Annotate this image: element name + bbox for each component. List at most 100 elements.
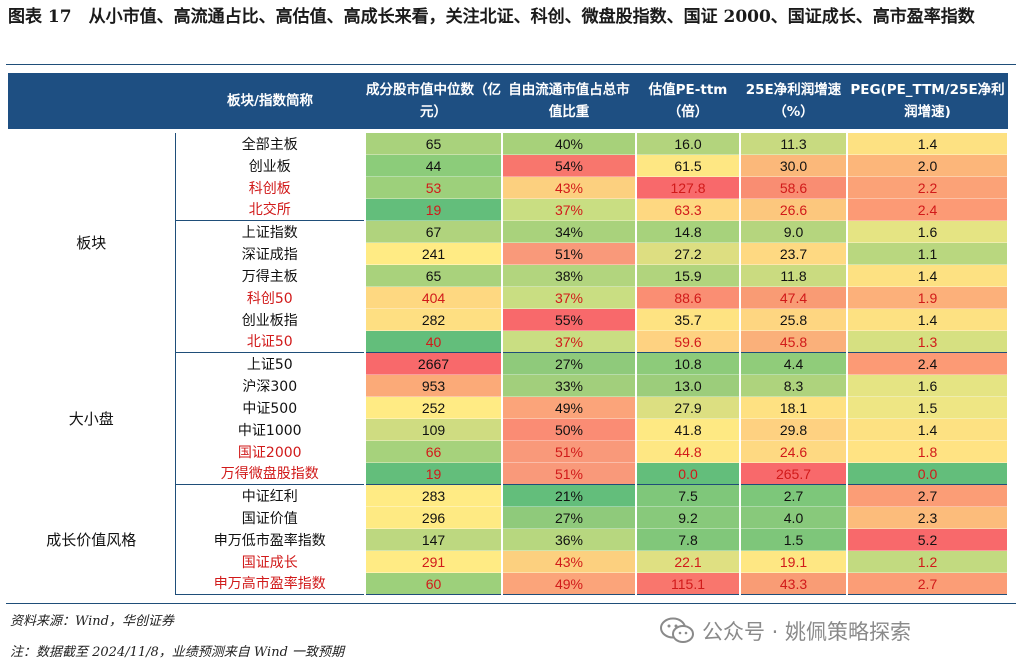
cell-float: 34% xyxy=(502,220,637,243)
cell-float: 55% xyxy=(502,308,637,331)
cell-pe: 14.8 xyxy=(636,220,741,243)
cell-peg: 2.7 xyxy=(847,484,1009,507)
table-row: 中证500 252 49% 27.9 18.1 1.5 xyxy=(8,396,1009,419)
group-label: 板块 xyxy=(8,131,176,353)
index-comparison-table: 板块/指数简称 成分股市值中位数（亿元） 自由流通市值占总市值比重 估值PE-t… xyxy=(8,73,1009,595)
table-row: 沪深300 953 33% 13.0 8.3 1.6 xyxy=(8,374,1009,397)
table-row: 上证指数 67 34% 14.8 9.0 1.6 xyxy=(8,220,1009,243)
table-row: 万得主板 65 38% 15.9 11.8 1.4 xyxy=(8,264,1009,287)
cell-peg: 1.3 xyxy=(847,330,1009,353)
cell-pe: 27.9 xyxy=(636,396,741,419)
cell-peg: 2.3 xyxy=(847,506,1009,529)
table-row: 北交所 19 37% 63.3 26.6 2.4 xyxy=(8,198,1009,221)
cell-mcap: 109 xyxy=(365,418,503,441)
index-name: 万得微盘股指数 xyxy=(175,462,366,485)
cell-mcap: 65 xyxy=(365,131,503,155)
table-row: 创业板指 282 55% 35.7 25.8 1.4 xyxy=(8,308,1009,331)
source-note: 资料来源：Wind，华创证券 xyxy=(10,614,174,629)
watermark: 公众号 · 姚佩策略探索 xyxy=(660,616,911,646)
cell-pe: 22.1 xyxy=(636,550,741,573)
cell-pe: 59.6 xyxy=(636,330,741,353)
table-row: 国证成长 291 43% 22.1 19.1 1.2 xyxy=(8,550,1009,573)
index-name: 国证成长 xyxy=(175,550,366,573)
cell-pe: 127.8 xyxy=(636,176,741,199)
index-name: 创业板指 xyxy=(175,308,366,331)
table-body: 板块 全部主板 65 40% 16.0 11.3 1.4 创业板 44 54% 61.5 30.0 2.… xyxy=(8,131,1009,595)
index-name: 科创50 xyxy=(175,286,366,309)
cell-growth: 25.8 xyxy=(740,308,848,331)
cell-float: 27% xyxy=(502,506,637,529)
cell-growth: 45.8 xyxy=(740,330,848,353)
bottom-divider xyxy=(6,603,1016,604)
cell-peg: 2.0 xyxy=(847,154,1009,177)
index-name: 中证1000 xyxy=(175,418,366,441)
cell-growth: 29.8 xyxy=(740,418,848,441)
cell-peg: 1.4 xyxy=(847,418,1009,441)
cell-pe: 27.2 xyxy=(636,242,741,265)
cell-peg: 2.2 xyxy=(847,176,1009,199)
cell-float: 21% xyxy=(502,484,637,507)
table-row: 万得微盘股指数 19 51% 0.0 265.7 0.0 xyxy=(8,462,1009,485)
cell-mcap: 282 xyxy=(365,308,503,331)
cell-float: 49% xyxy=(502,572,637,595)
cell-growth: 4.0 xyxy=(740,506,848,529)
cell-mcap: 19 xyxy=(365,198,503,221)
cell-peg: 1.5 xyxy=(847,396,1009,419)
cell-growth: 43.3 xyxy=(740,572,848,595)
cell-mcap: 44 xyxy=(365,154,503,177)
index-name: 深证成指 xyxy=(175,242,366,265)
index-name: 中证500 xyxy=(175,396,366,419)
index-name: 国证价值 xyxy=(175,506,366,529)
cell-peg: 1.2 xyxy=(847,550,1009,573)
header-mcap: 成分股市值中位数（亿元） xyxy=(365,73,502,133)
cell-mcap: 296 xyxy=(365,506,503,529)
cell-float: 49% xyxy=(502,396,637,419)
table-row: 板块 全部主板 65 40% 16.0 11.3 1.4 xyxy=(8,131,1009,353)
cell-mcap: 60 xyxy=(365,572,503,595)
header-growth: 25E净利润增速（%） xyxy=(740,73,847,133)
cell-growth: 2.7 xyxy=(740,484,848,507)
index-name: 中证红利 xyxy=(175,484,366,507)
cell-growth: 23.7 xyxy=(740,242,848,265)
cell-float: 51% xyxy=(502,440,637,463)
cell-mcap: 241 xyxy=(365,242,503,265)
index-name: 全部主板 xyxy=(175,131,366,155)
cell-float: 54% xyxy=(502,154,637,177)
cell-peg: 1.6 xyxy=(847,374,1009,397)
watermark-text: 公众号 · 姚佩策略探索 xyxy=(702,620,912,644)
index-name: 上证50 xyxy=(175,352,366,375)
cell-pe: 0.0 xyxy=(636,462,741,485)
header-peg: PEG(PE_TTM/25E净利润增速) xyxy=(847,73,1008,133)
cell-peg: 2.4 xyxy=(847,198,1009,221)
cell-peg: 1.4 xyxy=(847,264,1009,287)
table-row: 国证价值 296 27% 9.2 4.0 2.3 xyxy=(8,506,1009,529)
index-name: 北证50 xyxy=(175,330,366,353)
cell-growth: 24.6 xyxy=(740,440,848,463)
cell-peg: 1.8 xyxy=(847,440,1009,463)
cell-mcap: 67 xyxy=(365,220,503,243)
cell-growth: 9.0 xyxy=(740,220,848,243)
cell-float: 43% xyxy=(502,176,637,199)
cell-float: 51% xyxy=(502,242,637,265)
cell-float: 37% xyxy=(502,286,637,309)
cell-pe: 13.0 xyxy=(636,374,741,397)
cell-mcap: 40 xyxy=(365,330,503,353)
index-name: 创业板 xyxy=(175,154,366,177)
cell-growth: 1.5 xyxy=(740,528,848,551)
cell-mcap: 66 xyxy=(365,440,503,463)
table-row: 北证50 40 37% 59.6 45.8 1.3 xyxy=(8,330,1009,353)
header-float: 自由流通市值占总市值比重 xyxy=(502,73,636,133)
cell-float: 27% xyxy=(502,352,637,375)
index-name: 沪深300 xyxy=(175,374,366,397)
cell-float: 37% xyxy=(502,330,637,353)
cell-peg: 1.4 xyxy=(847,131,1009,155)
cell-peg: 2.4 xyxy=(847,352,1009,375)
table-row: 国证2000 66 51% 44.8 24.6 1.8 xyxy=(8,440,1009,463)
cell-pe: 61.5 xyxy=(636,154,741,177)
title-divider xyxy=(6,64,1016,65)
cell-float: 40% xyxy=(502,131,637,155)
index-name: 万得主板 xyxy=(175,264,366,287)
cell-growth: 47.4 xyxy=(740,286,848,309)
table-row: 科创板 53 43% 127.8 58.6 2.2 xyxy=(8,176,1009,199)
header-pe: 估值PE-ttm（倍） xyxy=(636,73,740,133)
